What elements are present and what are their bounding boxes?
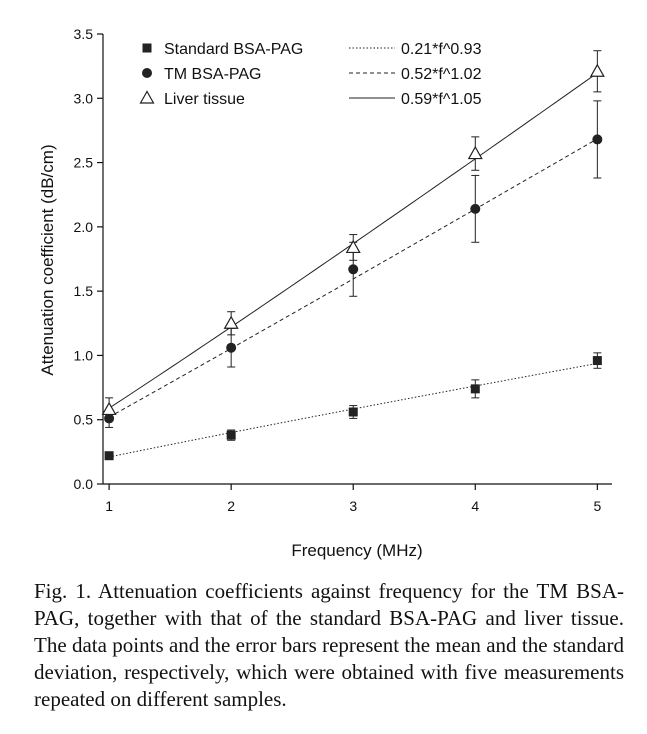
data-point [467, 145, 483, 160]
y-tick-label: 2.5 [74, 155, 94, 171]
legend: Standard BSA-PAG 0.21*f^0.93 TM BSA-PAG 0.5… [139, 41, 482, 108]
legend-label: Liver tissue [164, 91, 245, 108]
y-axis-label: Attenuation coefficient (dB/cm) [38, 144, 57, 375]
data-point [226, 430, 236, 440]
x-axis-label: Frequency (MHz) [291, 541, 422, 560]
data-point [104, 451, 114, 461]
data-point [345, 239, 361, 254]
data-point [592, 134, 603, 145]
legend-label: Standard BSA-PAG [164, 41, 303, 58]
data-point [589, 63, 605, 77]
y-tick-label: 0.5 [74, 412, 94, 428]
legend-fit-label: 0.21*f^0.93 [401, 41, 482, 58]
legend-label: TM BSA-PAG [164, 66, 262, 83]
y-tick-label: 2.0 [74, 219, 94, 235]
x-tick-label: 3 [349, 498, 357, 514]
data-point [348, 407, 358, 417]
legend-fit-label: 0.52*f^1.02 [401, 66, 482, 83]
x-tick-label: 2 [227, 498, 235, 514]
data-point [470, 384, 480, 394]
y-tick-label: 3.5 [74, 26, 94, 42]
y-tick-label: 3.0 [74, 90, 94, 106]
legend-marker [142, 68, 152, 78]
data-point [348, 264, 359, 275]
data-point [223, 315, 239, 329]
x-tick-label: 5 [593, 498, 601, 514]
figure-caption: Fig. 1. Attenuation coefficients against… [34, 579, 624, 711]
y-tick-label: 0.0 [74, 476, 94, 492]
data-point [592, 356, 602, 366]
data-point [101, 401, 117, 416]
legend-fit-label: 0.59*f^1.05 [401, 91, 482, 108]
axes: 0.0 0.5 1.0 1.5 2.0 2.5 3.0 3.5 1 2 3 4 5 [74, 26, 612, 514]
x-tick-label: 4 [471, 498, 479, 514]
x-tick-label: 1 [105, 498, 113, 514]
y-tick-label: 1.5 [74, 283, 94, 299]
legend-marker [139, 90, 155, 104]
attenuation-chart: 0.0 0.5 1.0 1.5 2.0 2.5 3.0 3.5 1 2 3 4 5 Standard B… [38, 26, 612, 560]
y-tick-label: 1.0 [74, 347, 94, 363]
data-point [470, 203, 481, 214]
data-points [101, 50, 605, 461]
data-point [226, 342, 237, 353]
legend-marker [142, 43, 152, 53]
